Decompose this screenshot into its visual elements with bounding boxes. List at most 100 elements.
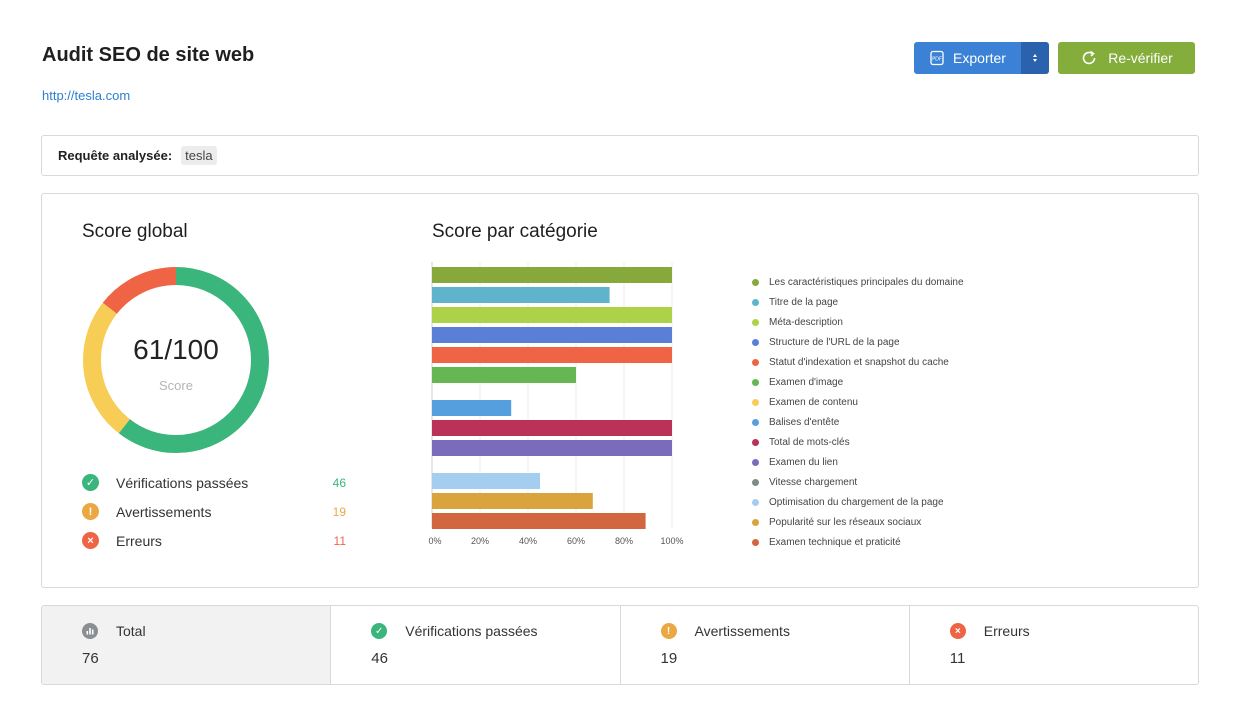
legend-dot <box>752 318 759 326</box>
legend-item[interactable]: Examen du lien <box>752 452 964 472</box>
legend-item[interactable]: Les caractéristiques principales du doma… <box>752 272 964 292</box>
recheck-button[interactable]: Re-vérifier <box>1058 42 1195 74</box>
legend-label: Examen du lien <box>769 456 838 468</box>
x-tick-label: 40% <box>519 536 537 546</box>
export-button-label: Exporter <box>953 50 1006 66</box>
exclamation-icon: ! <box>660 623 677 639</box>
x-tick-label: 80% <box>615 536 633 546</box>
legend-dot <box>752 338 759 346</box>
summary-label: Erreurs <box>116 532 162 549</box>
legend-item[interactable]: Structure de l'URL de la page <box>752 332 964 352</box>
page-title: Audit SEO de site web <box>42 44 255 66</box>
svg-text:PDF: PDF <box>932 57 942 63</box>
bar-6[interactable] <box>432 367 576 383</box>
stat-value: 19 <box>660 650 678 667</box>
recheck-button-label: Re-vérifier <box>1108 50 1173 66</box>
legend-label: Les caractéristiques principales du doma… <box>769 276 964 288</box>
bar-5[interactable] <box>432 347 672 363</box>
stat-label: Avertissements <box>694 623 790 639</box>
stat-passed[interactable]: ✓ Vérifications passées 46 <box>331 606 621 684</box>
stat-value: 76 <box>82 650 99 667</box>
legend-item[interactable]: Titre de la page <box>752 292 964 312</box>
donut-segment-errors <box>83 267 269 453</box>
global-score-title: Score global <box>82 221 188 242</box>
bar-chart-icon <box>82 623 98 639</box>
pdf-icon: PDF <box>930 50 944 66</box>
legend-item[interactable]: Balises d'entête <box>752 412 964 432</box>
summary-label: Avertissements <box>116 503 212 520</box>
export-options-toggle[interactable] <box>1021 42 1049 74</box>
legend-label: Structure de l'URL de la page <box>769 336 900 348</box>
legend-label: Méta-description <box>769 316 843 328</box>
site-url-link[interactable]: http://tesla.com <box>42 88 131 103</box>
bar-1[interactable] <box>432 267 672 283</box>
analyzed-query-bar: Requête analysée: tesla <box>41 135 1199 176</box>
stat-errors[interactable]: × Erreurs 11 <box>910 606 1198 684</box>
query-label: Requête analysée: <box>58 148 173 163</box>
global-score-value: 61/100 <box>133 334 219 365</box>
donut-chart <box>83 267 269 453</box>
global-score-caption: Score <box>159 378 193 393</box>
legend-label: Titre de la page <box>769 296 839 308</box>
stat-warnings[interactable]: ! Avertissements 19 <box>621 606 910 684</box>
export-button[interactable]: PDF Exporter <box>914 42 1021 74</box>
category-score-title: Score par catégorie <box>432 221 598 242</box>
summary-row-warnings: ! Avertissements 19 <box>82 497 346 526</box>
legend-label: Optimisation du chargement de la page <box>769 496 944 508</box>
legend-label: Vitesse chargement <box>769 476 858 488</box>
stat-value: 11 <box>949 650 966 667</box>
legend-dot <box>752 438 759 446</box>
legend-item[interactable]: Examen d'image <box>752 372 964 392</box>
cross-icon: × <box>82 532 99 549</box>
summary-row-errors: × Erreurs 11 <box>82 526 346 555</box>
x-tick-label: 100% <box>660 536 683 546</box>
query-tag: tesla <box>181 146 217 165</box>
legend-dot <box>752 518 759 526</box>
check-icon: ✓ <box>371 623 388 639</box>
bar-9[interactable] <box>432 420 672 436</box>
category-legend: Les caractéristiques principales du doma… <box>752 272 964 552</box>
bar-12[interactable] <box>432 473 540 489</box>
legend-item[interactable]: Popularité sur les réseaux sociaux <box>752 512 964 532</box>
legend-label: Examen technique et praticité <box>769 536 901 548</box>
bar-2[interactable] <box>432 287 610 303</box>
up-down-arrows-icon <box>1033 54 1037 62</box>
legend-label: Examen d'image <box>769 376 844 388</box>
legend-dot <box>752 458 759 466</box>
score-summary-list: ✓ Vérifications passées 46 ! Avertisseme… <box>82 468 346 555</box>
cross-icon: × <box>949 623 966 639</box>
stat-total[interactable]: Total 76 <box>42 606 332 684</box>
global-score-donut: 61/100 Score <box>82 266 270 454</box>
legend-item[interactable]: Total de mots-clés <box>752 432 964 452</box>
legend-dot <box>752 418 759 426</box>
bar-chart-svg: 0% 20% 40% 60% 80% 100% <box>428 262 684 546</box>
stat-label: Erreurs <box>983 623 1030 639</box>
legend-label: Examen de contenu <box>769 396 858 408</box>
legend-item[interactable]: Méta-description <box>752 312 964 332</box>
score-panel <box>41 193 1199 588</box>
legend-item[interactable]: Examen de contenu <box>752 392 964 412</box>
x-tick-label: 20% <box>471 536 489 546</box>
summary-value: 11 <box>333 533 346 548</box>
legend-item[interactable]: Optimisation du chargement de la page <box>752 492 964 512</box>
bar-8[interactable] <box>432 400 512 416</box>
legend-dot <box>752 478 759 486</box>
exclamation-icon: ! <box>82 503 99 520</box>
legend-dot <box>752 378 759 386</box>
stats-bar: Total 76 ✓ Vérifications passées 46 ! Av… <box>41 605 1199 685</box>
stat-label: Total <box>116 623 146 639</box>
refresh-icon <box>1082 50 1096 65</box>
legend-item[interactable]: Examen technique et praticité <box>752 532 964 552</box>
bar-13[interactable] <box>432 493 593 509</box>
bar-10[interactable] <box>432 440 672 456</box>
legend-label: Balises d'entête <box>769 416 840 428</box>
legend-item[interactable]: Statut d'indexation et snapshot du cache <box>752 352 964 372</box>
legend-item[interactable]: Vitesse chargement <box>752 472 964 492</box>
bar-14[interactable] <box>432 513 646 529</box>
legend-label: Popularité sur les réseaux sociaux <box>769 516 922 528</box>
bar-4[interactable] <box>432 327 672 343</box>
export-button-group: PDF Exporter <box>914 42 1049 74</box>
legend-dot <box>752 398 759 406</box>
bar-3[interactable] <box>432 307 672 323</box>
legend-dot <box>752 358 759 366</box>
